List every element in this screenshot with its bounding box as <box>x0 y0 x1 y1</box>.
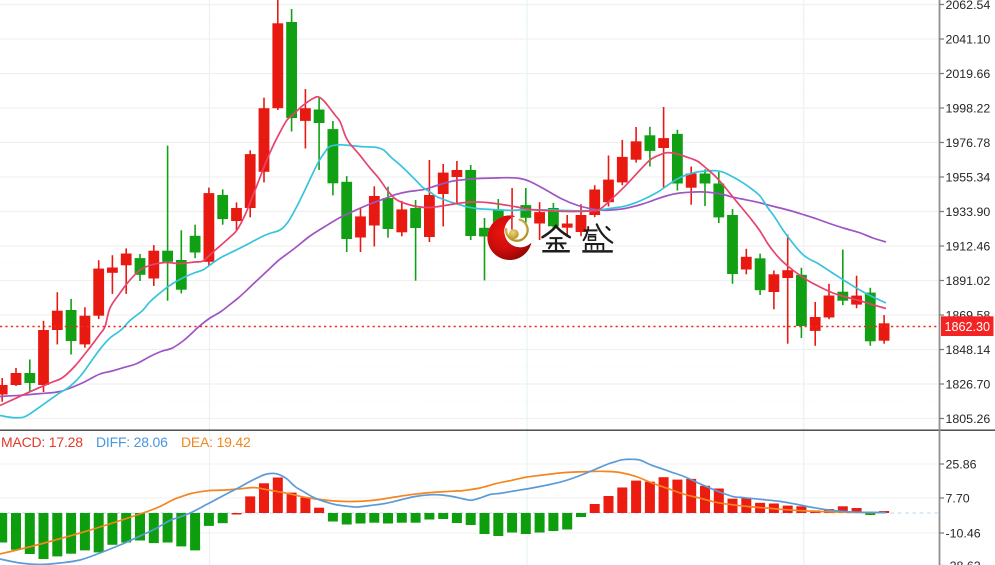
svg-text:1826.70: 1826.70 <box>946 377 991 391</box>
svg-text:2062.54: 2062.54 <box>946 0 991 12</box>
svg-text:25.86: 25.86 <box>946 457 977 471</box>
svg-text:1862.30: 1862.30 <box>945 320 991 334</box>
svg-text:1976.78: 1976.78 <box>946 136 991 150</box>
svg-text:1933.90: 1933.90 <box>946 205 991 219</box>
svg-text:1848.14: 1848.14 <box>946 343 991 357</box>
svg-text:1912.46: 1912.46 <box>946 239 991 253</box>
svg-text:2041.10: 2041.10 <box>946 32 991 46</box>
svg-text:1805.26: 1805.26 <box>946 412 991 426</box>
svg-text:-28.62: -28.62 <box>946 559 981 565</box>
svg-text:1998.22: 1998.22 <box>946 101 991 115</box>
svg-text:1891.02: 1891.02 <box>946 274 991 288</box>
svg-text:DEA: 19.42: DEA: 19.42 <box>181 434 251 450</box>
svg-text:-10.46: -10.46 <box>946 526 981 540</box>
svg-text:1955.34: 1955.34 <box>946 170 991 184</box>
svg-text:DIFF: 28.06: DIFF: 28.06 <box>96 434 168 450</box>
svg-text:2019.66: 2019.66 <box>946 67 991 81</box>
svg-text:MACD: 17.28: MACD: 17.28 <box>1 434 83 450</box>
svg-text:7.70: 7.70 <box>946 491 970 505</box>
